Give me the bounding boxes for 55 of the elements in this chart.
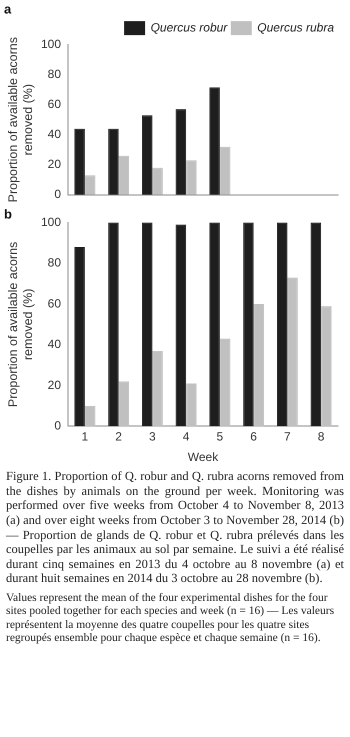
x-tick-label: 4 <box>182 430 190 444</box>
legend-label: Quercus robur <box>150 20 228 34</box>
bar <box>142 115 152 195</box>
y-tick-label: 60 <box>48 96 62 111</box>
y-tick-label: 100 <box>40 214 62 229</box>
bar <box>209 222 220 426</box>
y-tick-label: 0 <box>54 187 62 202</box>
y-tick-label: 100 <box>40 36 62 51</box>
chart-title: b <box>4 206 12 222</box>
bar <box>321 306 332 426</box>
bar <box>176 109 186 195</box>
bar <box>74 247 85 426</box>
bar <box>220 146 230 195</box>
bar <box>186 160 197 195</box>
bar <box>108 222 119 426</box>
y-axis-title: Proportion of available acorns removed (%) <box>6 242 35 408</box>
bar <box>209 87 220 195</box>
bar <box>84 175 96 195</box>
y-tick-label: 40 <box>48 127 62 142</box>
x-tick-label: 5 <box>216 430 224 444</box>
bar <box>310 222 322 426</box>
y-tick-label: 20 <box>48 157 62 172</box>
bar <box>254 304 264 426</box>
y-axis-title: Proportion of available acorns removed (%) <box>6 37 35 202</box>
chart-title: a <box>4 1 12 16</box>
y-tick-label: 40 <box>48 337 62 352</box>
bar <box>276 222 288 426</box>
y-tick-label: 60 <box>48 296 62 310</box>
y-tick-label: 80 <box>48 256 62 270</box>
y-tick-label: 20 <box>48 378 62 392</box>
bar <box>118 156 130 195</box>
y-tick-label: 80 <box>48 66 62 81</box>
caption: Figure 1. Proportion of Q. robur and Q. rubra acorns removed from the dishes by animals on the ground per week. Monitoring was performed over five weeks from October 4 to November 8, 2013 (a) and over eight weeks from October 3 to November 28, 2014 (b) — Proportion de glands de Q. robur et Q. rubra prélevés dans les coupelles par les animaux au sol par semaine. Le suivi a été réalisé durant cinq semaines en 2013 du 4 octobre au 8 novembre (a) et durant huit semaines en 2014 du 3 octobre au 28 novembre (b). <box>6 469 344 586</box>
y-tick-label: 0 <box>54 418 62 433</box>
bar <box>152 350 163 426</box>
bar <box>287 278 298 426</box>
legend-label: Quercus rubra <box>257 20 334 34</box>
x-tick-label: 1 <box>82 430 89 444</box>
text: Values represent the mean of the four experimental dishes for the four sites pooled together for each species and week (n = 16) — Les valeurs représentent la moyenne des quatre coupelles pour les quatre sites regroupés ensemble pour chaque espèce et chaque semaine (n = 16). <box>6 592 336 646</box>
bar <box>84 406 96 426</box>
bar <box>152 168 163 195</box>
bar <box>220 338 230 426</box>
x-axis-title: Week <box>188 450 220 464</box>
x-tick-label: 7 <box>284 430 292 444</box>
bar <box>118 381 130 426</box>
x-tick-label: 2 <box>115 430 122 444</box>
x-tick-label: 6 <box>250 430 258 444</box>
bar <box>243 222 254 426</box>
bar <box>108 128 119 195</box>
x-tick-label: 8 <box>318 430 325 444</box>
x-tick-label: 3 <box>149 430 156 444</box>
bar <box>176 224 186 426</box>
bar <box>186 383 197 426</box>
bar <box>142 222 152 426</box>
bar <box>74 128 85 195</box>
